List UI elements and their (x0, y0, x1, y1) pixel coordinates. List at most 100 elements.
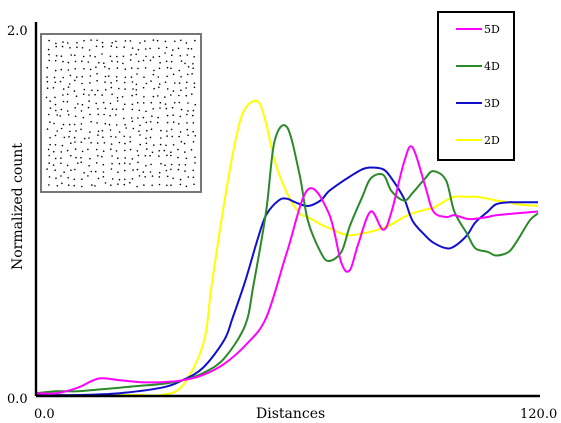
inset-point (131, 178, 134, 180)
inset-point (193, 183, 195, 186)
inset-point (137, 60, 140, 63)
inset-point (144, 40, 146, 42)
inset-point (170, 184, 172, 186)
inset-point (76, 76, 78, 78)
inset-point (165, 169, 168, 172)
inset-point (180, 140, 183, 143)
inset-point (115, 150, 118, 152)
inset-point (142, 171, 145, 173)
inset-point (160, 137, 162, 139)
inset-point (171, 135, 173, 138)
inset-point (185, 42, 188, 44)
inset-point (124, 76, 127, 79)
inset-point (145, 165, 147, 167)
inset-point (124, 81, 126, 84)
inset-point (146, 129, 148, 132)
inset-point (191, 93, 193, 95)
inset-point (110, 184, 112, 186)
inset-point (54, 81, 57, 84)
inset-point (53, 150, 55, 153)
inset-point (124, 88, 126, 90)
inset-point (115, 136, 117, 138)
inset-point (104, 66, 106, 68)
inset-point (108, 123, 111, 126)
inset-point (89, 82, 91, 84)
x-tick-label-left: 0.0 (34, 407, 55, 422)
inset-point (164, 40, 167, 43)
inset-point (46, 168, 48, 170)
inset-point (102, 101, 105, 104)
inset-point (74, 141, 76, 143)
inset-point (156, 121, 159, 124)
inset-point (48, 176, 51, 178)
inset-point (170, 128, 173, 131)
inset-point (160, 162, 162, 165)
inset-point (68, 123, 71, 126)
inset-point (118, 131, 121, 133)
inset-point (56, 130, 58, 132)
inset-point (55, 177, 57, 179)
inset-point (104, 88, 107, 91)
inset-point (166, 88, 169, 90)
inset-point (109, 55, 112, 58)
inset-point (97, 108, 99, 110)
inset-point (149, 171, 152, 173)
inset-point (101, 53, 103, 55)
inset-point (110, 143, 113, 145)
inset-point (131, 47, 134, 49)
inset-point (73, 90, 76, 92)
series-line-2d (35, 99, 539, 397)
inset-point (47, 148, 50, 151)
inset-point (163, 149, 166, 152)
inset-point (117, 183, 119, 185)
inset-point (184, 151, 186, 153)
inset-point (96, 73, 98, 75)
inset-point (172, 73, 175, 76)
inset-point (165, 46, 168, 49)
inset-point (139, 42, 141, 44)
inset-point (74, 79, 76, 82)
inset-point (190, 48, 193, 50)
inset-point (173, 101, 176, 104)
inset-point (137, 67, 139, 70)
inset-point (142, 86, 145, 89)
inset-point (159, 107, 161, 109)
inset-point (123, 103, 126, 106)
inset-point (177, 148, 179, 151)
inset-point (60, 108, 63, 111)
inset-point (111, 42, 113, 44)
inset-point (70, 154, 72, 157)
inset-point (62, 88, 65, 90)
inset-point (144, 67, 147, 69)
inset-dots (45, 39, 197, 188)
inset-point (157, 116, 159, 119)
inset-point (69, 74, 72, 77)
inset-point (81, 178, 83, 180)
inset-point (54, 134, 57, 137)
inset-point (77, 162, 79, 164)
inset-point (179, 131, 182, 133)
inset-point (94, 185, 96, 187)
inset-point (118, 178, 121, 181)
inset-point (81, 185, 83, 188)
inset-point (149, 121, 152, 123)
inset-point (87, 106, 90, 109)
inset-point (108, 67, 110, 70)
inset-point (158, 155, 160, 157)
inset-point (170, 67, 172, 70)
inset-point (55, 42, 57, 45)
inset-point (55, 109, 57, 112)
inset-point (184, 164, 187, 166)
inset-point (60, 157, 62, 159)
inset-point (54, 96, 56, 99)
inset-point (110, 82, 112, 84)
inset-point (62, 76, 64, 79)
inset-point (81, 150, 84, 153)
inset-point (165, 144, 167, 147)
inset-point (131, 81, 134, 83)
inset-point (194, 39, 196, 42)
inset-point (143, 184, 145, 186)
inset-point (137, 48, 140, 51)
inset-point (52, 87, 55, 89)
inset-point (174, 82, 176, 84)
